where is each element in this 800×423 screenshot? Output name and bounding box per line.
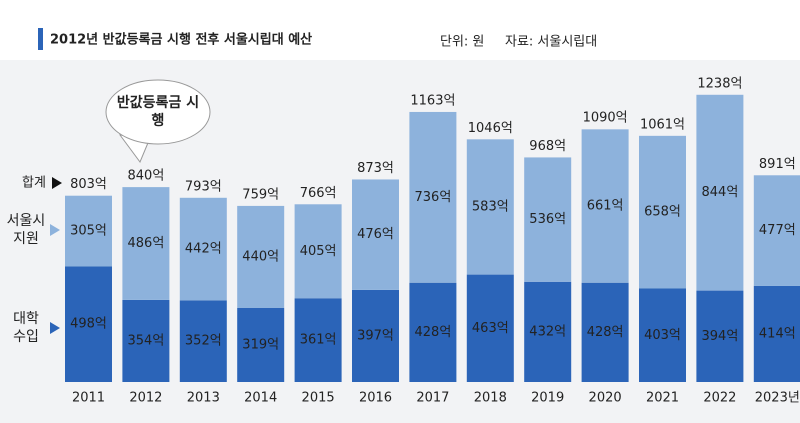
total-label: 1163억 [410, 94, 455, 109]
bar-segment [294, 204, 342, 299]
x-tick-label: 2022 [703, 391, 736, 406]
total-label: 1061억 [640, 117, 685, 132]
total-label: 891억 [759, 157, 796, 172]
value-label: 844억 [702, 185, 739, 200]
legend-arrow [50, 224, 60, 236]
value-label: 736억 [415, 190, 452, 205]
value-label: 414억 [759, 326, 796, 341]
value-label: 319억 [242, 337, 279, 352]
value-label: 405억 [300, 244, 337, 259]
x-tick-label: 2016 [359, 391, 392, 406]
bar-segment [65, 195, 112, 267]
total-label: 1090억 [583, 111, 628, 126]
total-label: 793억 [185, 180, 222, 195]
x-tick-label: 2014 [244, 391, 277, 406]
value-label: 403억 [644, 328, 681, 343]
value-label: 440억 [242, 249, 279, 264]
bar-segment [352, 179, 399, 290]
source: 자료: 서울시립대 [505, 35, 597, 50]
value-label: 428억 [587, 325, 624, 340]
total-label: 1238억 [697, 76, 742, 91]
value-label: 498억 [70, 317, 107, 332]
bubble [105, 79, 211, 145]
total-label: 1046억 [468, 121, 513, 136]
x-tick-label: 2013 [187, 391, 220, 406]
bar-segment [581, 282, 629, 382]
total-label: 759억 [242, 187, 279, 202]
legend-arrow [50, 322, 60, 334]
chart-title: 2012년 반값등록금 시행 전후 서울시립대 예산 [50, 32, 312, 48]
value-label: 354억 [128, 333, 165, 348]
total-label: 803억 [70, 177, 107, 192]
bar-segment [409, 111, 457, 283]
x-tick-label: 2020 [589, 391, 622, 406]
bar-segment [466, 274, 514, 382]
bar-segment [294, 298, 342, 382]
unit: 단위: 원 [440, 35, 484, 50]
bar-segment [122, 187, 170, 300]
bar-segment [352, 289, 399, 382]
bar-segment [179, 300, 227, 382]
value-label: 428억 [415, 325, 452, 340]
header-bg [0, 0, 800, 60]
value-label: 661억 [587, 199, 624, 214]
title-marker [38, 28, 43, 50]
legend-label: 대학 수입 [13, 311, 39, 345]
value-label: 305억 [70, 224, 107, 239]
bar-segment [696, 94, 744, 291]
value-label: 658억 [644, 205, 681, 220]
x-tick-label: 2019 [531, 391, 564, 406]
x-tick-label: 2021 [646, 391, 679, 406]
value-label: 486억 [128, 236, 165, 251]
value-label: 477억 [759, 223, 796, 238]
legend-label: 서울시 지원 [6, 213, 46, 247]
bar-segment [65, 266, 112, 382]
bar-segment [466, 139, 514, 275]
value-label: 463억 [472, 321, 509, 336]
total-label: 873억 [357, 161, 394, 176]
value-label: 432억 [529, 324, 566, 339]
x-tick-label: 2012 [129, 391, 162, 406]
bar-segment [524, 157, 572, 282]
bar-segment [753, 175, 800, 286]
value-label: 442억 [185, 242, 222, 257]
bar-segment [409, 282, 457, 382]
x-tick-label: 2018 [474, 391, 507, 406]
bar-segment [696, 290, 744, 382]
bar-segment [179, 197, 227, 301]
bar-segment [524, 281, 572, 382]
value-label: 394억 [702, 329, 739, 344]
total-label: 840억 [128, 169, 165, 184]
value-label: 536억 [529, 212, 566, 227]
total-legend: 합계 [22, 176, 46, 191]
x-tick-label: 2011 [72, 391, 105, 406]
total-arrow [52, 177, 62, 189]
total-label: 766억 [300, 186, 337, 201]
x-tick-label: 2017 [416, 391, 449, 406]
value-label: 583억 [472, 199, 509, 214]
bar-segment [753, 285, 800, 382]
x-tick-label: 2023년 [755, 391, 800, 406]
bar-segment [122, 299, 170, 382]
value-label: 361억 [300, 333, 337, 348]
x-tick-label: 2015 [302, 391, 335, 406]
bar-segment [639, 288, 686, 382]
value-label: 397억 [357, 328, 394, 343]
bar-segment [639, 135, 686, 289]
bar-segment [237, 205, 285, 308]
value-label: 352억 [185, 334, 222, 349]
total-label: 968억 [529, 139, 566, 154]
bar-segment [581, 129, 629, 283]
annotation: 반값등록금 시행 [116, 95, 200, 129]
bar-segment [237, 307, 285, 382]
value-label: 476억 [357, 227, 394, 242]
